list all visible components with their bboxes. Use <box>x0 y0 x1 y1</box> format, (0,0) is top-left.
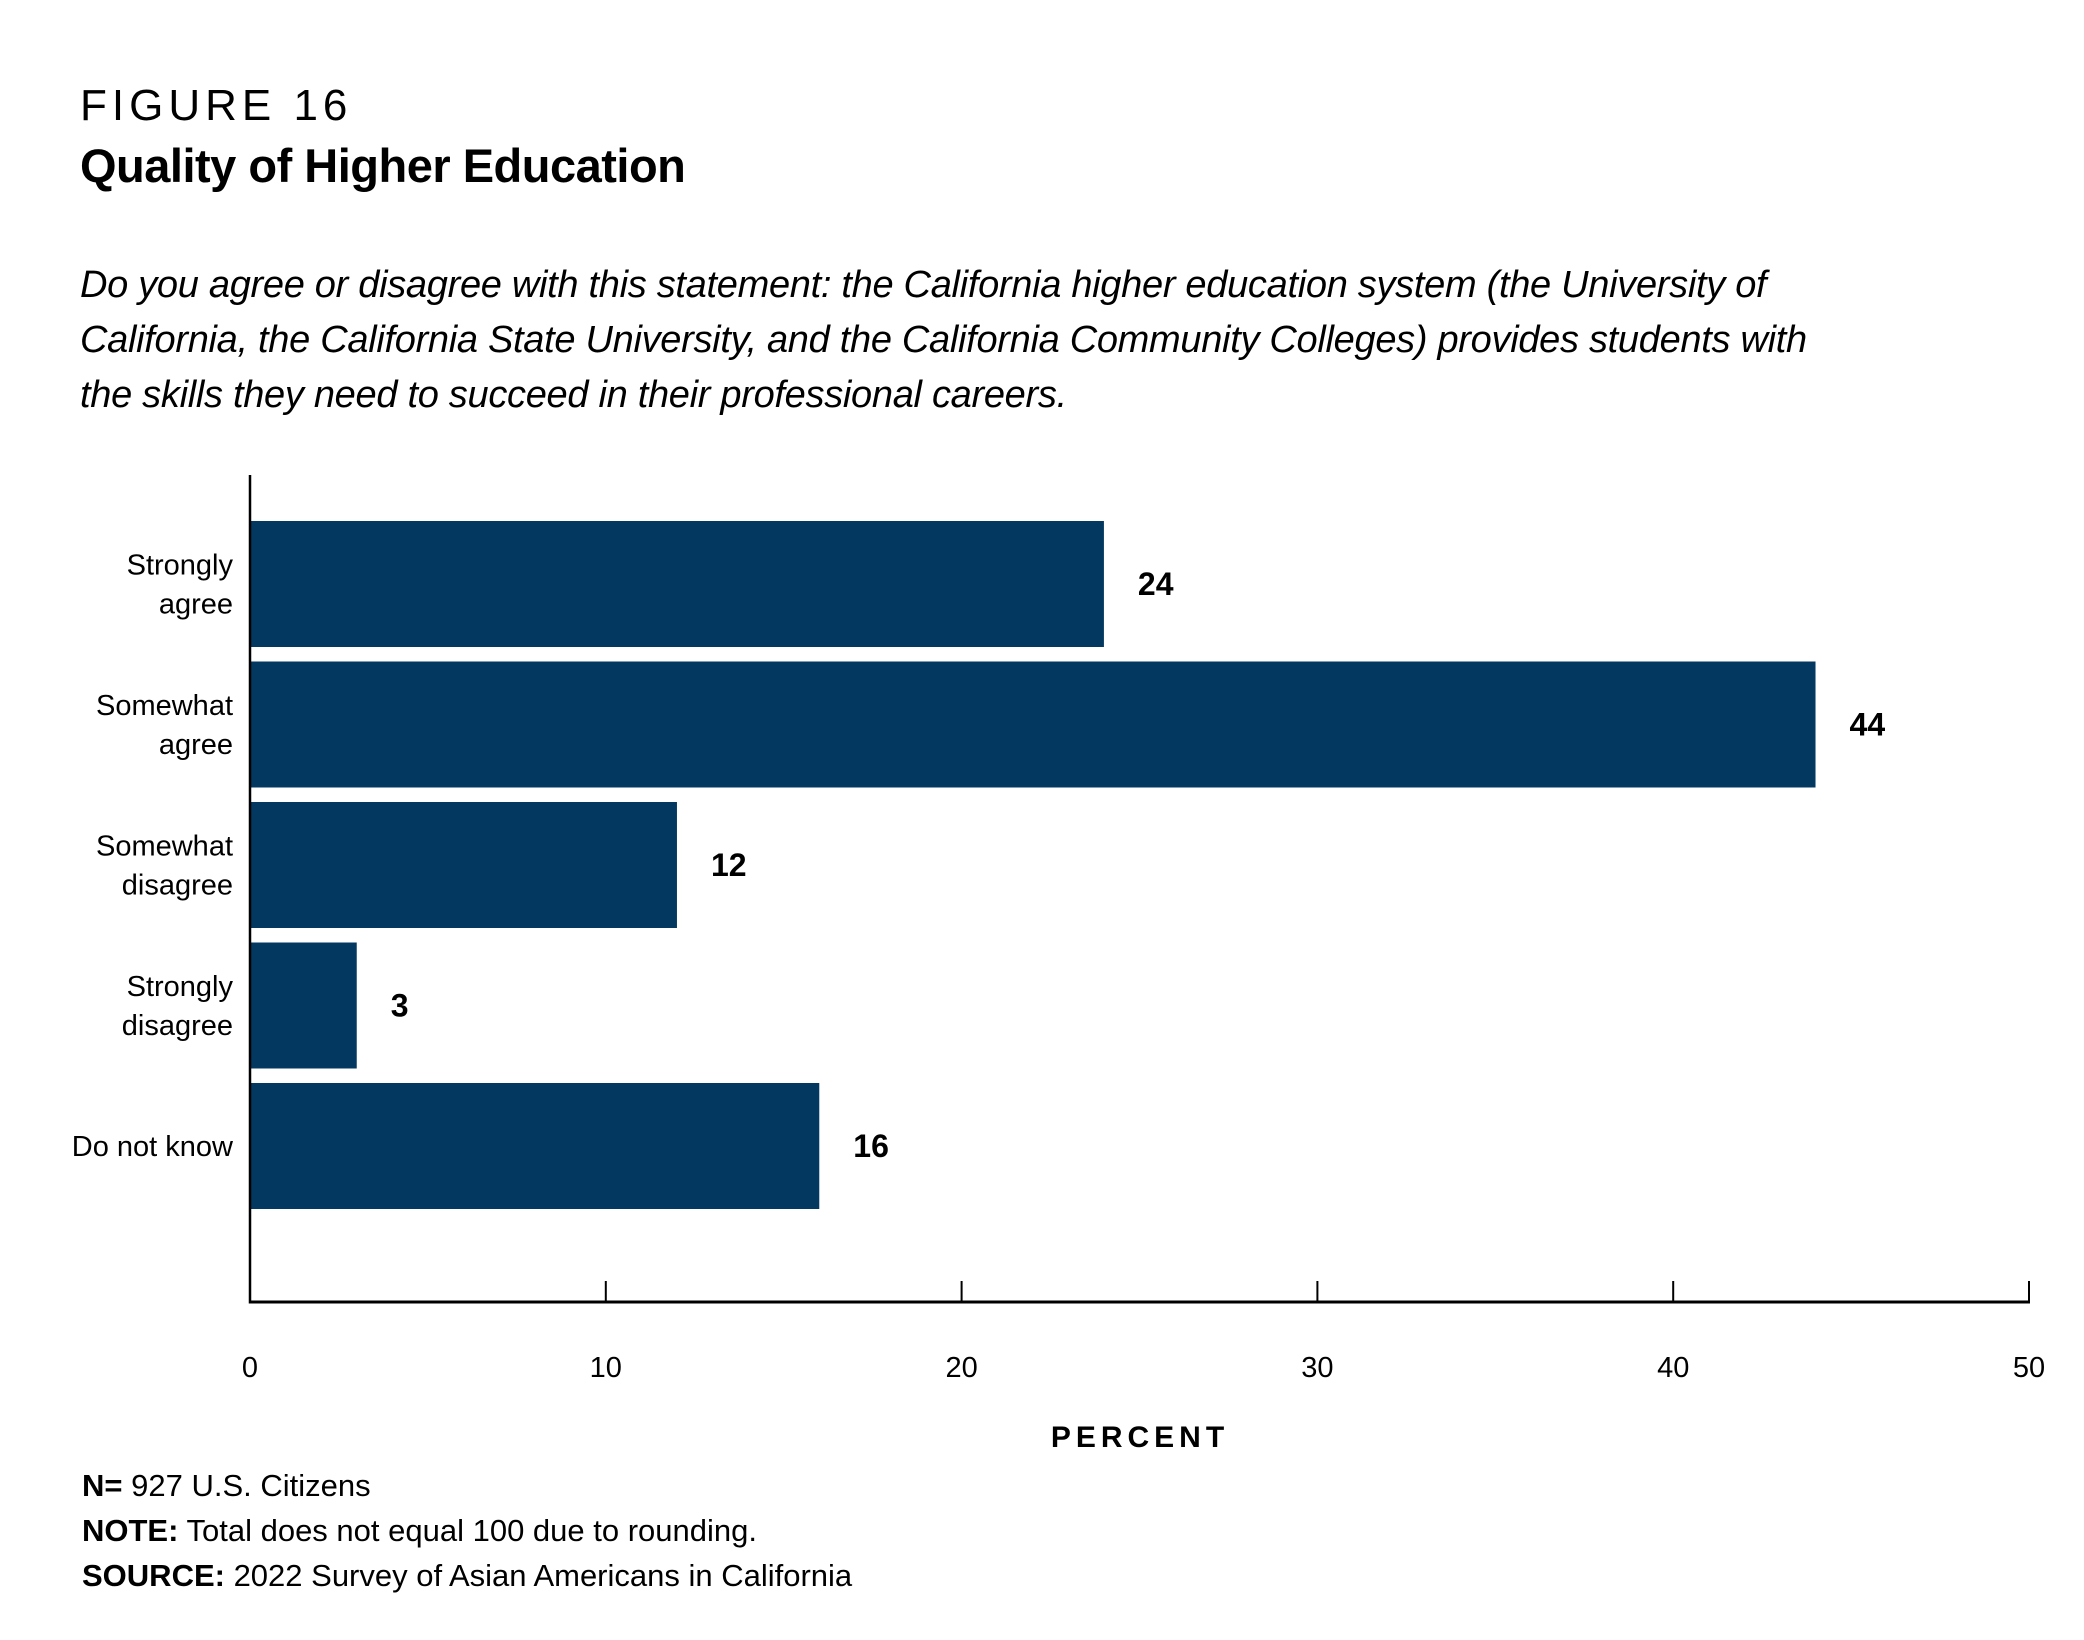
axes-group <box>248 475 2030 1304</box>
x-tick-label: 30 <box>1301 1352 1333 1384</box>
data-label: 3 <box>391 988 409 1024</box>
data-label: 24 <box>1138 566 1174 602</box>
source-label: SOURCE: <box>82 1558 225 1593</box>
category-label-line: disagree <box>122 870 233 902</box>
data-label: 12 <box>711 847 747 883</box>
chart-notes: N= 927 U.S. Citizens NOTE: Total does no… <box>82 1463 852 1598</box>
bars-group <box>250 521 1816 1209</box>
category-label: Do not know <box>72 1131 234 1163</box>
chart-title: Quality of Higher Education <box>80 139 686 192</box>
x-tick-label: 50 <box>2013 1352 2045 1384</box>
survey-question: Do you agree or disagree with this state… <box>80 258 2060 423</box>
category-label-line: Somewhat <box>96 690 233 722</box>
survey-question-line: Do you agree or disagree with this state… <box>80 264 1767 306</box>
category-label-line: Somewhat <box>96 831 233 863</box>
x-tick-label: 10 <box>590 1352 622 1384</box>
x-tick-label: 0 <box>242 1352 258 1384</box>
survey-question-line: the skills they need to succeed in their… <box>80 374 1067 416</box>
category-label-line: Strongly <box>127 550 234 582</box>
sample-size-note: N= 927 U.S. Citizens <box>82 1463 852 1508</box>
figure-number: FIGURE 16 <box>80 81 353 130</box>
x-tick-label: 40 <box>1657 1352 1689 1384</box>
bar-5 <box>250 1083 820 1209</box>
x-axis-title: PERCENT <box>1051 1421 1229 1454</box>
source-note: SOURCE: 2022 Survey of Asian Americans i… <box>82 1553 852 1598</box>
x-tick-label: 20 <box>945 1352 977 1384</box>
category-labels-group: Strongly agree Somewhat agree Somewhat disagr… <box>72 550 234 1164</box>
category-label: Somewhat agree <box>96 690 233 761</box>
survey-question-line: California, the California State Univers… <box>80 319 1807 361</box>
data-label: 44 <box>1850 707 1886 743</box>
bar-2 <box>250 661 1816 788</box>
bar-4 <box>250 942 357 1069</box>
category-label-line: Do not know <box>72 1131 234 1163</box>
bar-3 <box>250 802 677 928</box>
data-label: 16 <box>853 1128 889 1164</box>
source-text: 2022 Survey of Asian Americans in Califo… <box>224 1558 853 1593</box>
rounding-note: NOTE: Total does not equal 100 due to ro… <box>82 1508 852 1553</box>
category-label: Strongly disagree <box>122 971 234 1042</box>
category-label: Strongly agree <box>127 550 234 621</box>
sample-size-text: 927 U.S. Citizens <box>122 1468 371 1503</box>
data-labels-group: 24 44 12 3 16 <box>391 566 1886 1164</box>
category-label: Somewhat disagree <box>96 831 233 902</box>
sample-size-label: N= <box>82 1468 123 1503</box>
bar-1 <box>250 521 1104 647</box>
x-ticks-group: 0 10 20 30 40 50 <box>242 1281 2045 1384</box>
category-label-line: agree <box>159 589 233 621</box>
category-label-line: agree <box>159 729 233 761</box>
category-label-line: Strongly <box>127 971 234 1003</box>
note-text: Total does not equal 100 due to rounding… <box>178 1513 757 1548</box>
category-label-line: disagree <box>122 1010 233 1042</box>
note-label: NOTE: <box>82 1513 179 1548</box>
